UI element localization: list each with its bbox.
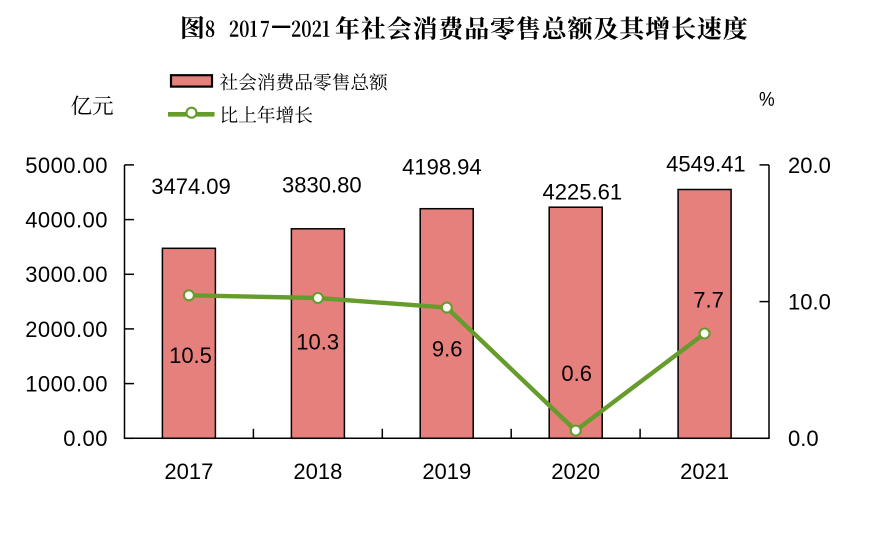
svg-text:10.5: 10.5 [169, 343, 212, 368]
svg-text:3000.00: 3000.00 [25, 262, 108, 287]
svg-text:4549.41: 4549.41 [666, 151, 746, 176]
svg-text:5000.00: 5000.00 [25, 153, 108, 178]
svg-text:0.00: 0.00 [63, 426, 108, 451]
svg-text:7.7: 7.7 [693, 287, 724, 312]
svg-text:0.6: 0.6 [561, 361, 592, 386]
svg-text:2019: 2019 [422, 459, 471, 484]
svg-text:1000.00: 1000.00 [25, 372, 108, 397]
svg-text:3474.09: 3474.09 [151, 174, 231, 199]
svg-text:2000.00: 2000.00 [25, 317, 108, 342]
svg-text:2017: 2017 [164, 459, 213, 484]
svg-text:10.0: 10.0 [788, 290, 831, 315]
svg-text:4225.61: 4225.61 [543, 179, 623, 204]
svg-text:0.0: 0.0 [788, 426, 819, 451]
svg-text:3830.80: 3830.80 [282, 172, 362, 197]
svg-text:9.6: 9.6 [432, 336, 463, 361]
svg-text:4000.00: 4000.00 [25, 208, 108, 233]
svg-text:10.3: 10.3 [296, 329, 339, 354]
svg-text:2020: 2020 [551, 459, 600, 484]
svg-text:2018: 2018 [293, 459, 342, 484]
svg-text:4198.94: 4198.94 [402, 154, 482, 179]
svg-text:2021: 2021 [680, 459, 729, 484]
svg-text:20.0: 20.0 [788, 153, 831, 178]
